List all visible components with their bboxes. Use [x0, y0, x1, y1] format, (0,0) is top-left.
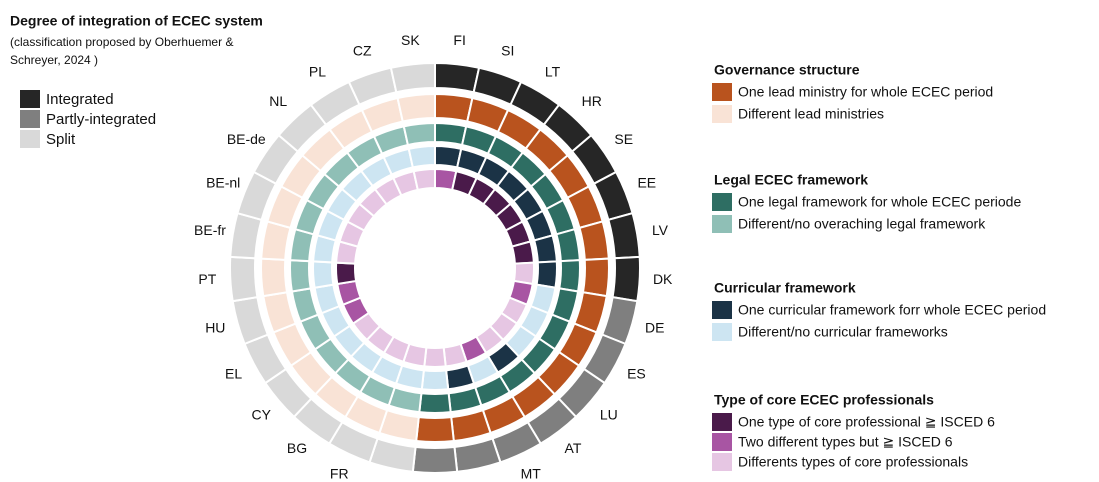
subtitle: (classification proposed by Oberhuemer & [10, 35, 233, 49]
legend-label: Two different types but ≧ ISCED 6 [738, 434, 953, 450]
legend-title: Type of core ECEC professionals [714, 392, 934, 408]
ring-segment [447, 386, 483, 414]
ring-segment [434, 121, 468, 147]
subtitle: Schreyer, 2024 ) [10, 53, 98, 67]
ring-segment [389, 61, 436, 94]
legend-title: Legal ECEC framework [714, 172, 868, 188]
ring-segment [558, 259, 581, 293]
legend-swatch [712, 301, 732, 319]
ring-segment [555, 227, 581, 263]
category-label: DK [653, 271, 673, 287]
ring-segment [262, 291, 297, 334]
legend-label: Split [46, 131, 76, 148]
category-label: FR [330, 466, 349, 482]
category-label: LV [652, 222, 669, 238]
category-label: BE-nl [206, 174, 240, 190]
ring-segment [412, 167, 436, 192]
category-label: SE [614, 131, 633, 147]
legend-swatch [712, 83, 732, 101]
category-label: LU [600, 406, 618, 422]
legend-label: Differents types of core professionals [738, 454, 968, 470]
category-label: BE-fr [194, 222, 226, 238]
ring-segment [229, 211, 263, 260]
category-label: CZ [353, 43, 372, 59]
legend-label: Partly-integrated [46, 111, 156, 128]
ring-segment [578, 220, 610, 261]
legend-label: Integrated [46, 91, 114, 108]
category-label: LT [545, 63, 561, 79]
category-label: MT [521, 466, 542, 482]
category-label: CY [252, 406, 272, 422]
legend-label: One legal framework for whole ECEC perio… [738, 194, 1021, 210]
ring-segment [418, 392, 452, 414]
ring-segment [581, 257, 610, 298]
legend-swatch [712, 323, 732, 341]
legend-swatch [712, 413, 732, 431]
ring-segment [445, 364, 476, 391]
ring-segment [396, 92, 436, 123]
category-label: ES [627, 366, 646, 382]
category-label: HR [582, 93, 602, 109]
category-label: AT [565, 440, 582, 456]
ring-segment [335, 261, 358, 286]
category-label: BE-de [227, 131, 266, 147]
legend-label: Different/no curricular frameworks [738, 324, 948, 340]
legend-swatch [20, 130, 40, 148]
ring-segment [290, 287, 320, 323]
ring-segment [312, 260, 335, 289]
ring-segment [411, 445, 459, 474]
chart-title: Degree of integration of ECEC system [10, 13, 263, 29]
legend-title: Governance structure [714, 62, 860, 78]
category-label: DE [645, 320, 664, 336]
ring-segment [453, 437, 502, 473]
legend-swatch [20, 110, 40, 128]
legend-swatch [712, 215, 732, 233]
ring-segment [611, 255, 641, 303]
category-label: PT [198, 271, 216, 287]
ring-segment [402, 121, 436, 147]
ring-segment [607, 211, 641, 260]
category-label: BG [287, 440, 307, 456]
legend-label: One type of core professional ≧ ISCED 6 [738, 414, 995, 430]
category-label: FI [453, 32, 465, 48]
legend-label: One curricular framework forr whole ECEC… [738, 302, 1046, 318]
ring-segment [289, 259, 312, 293]
ring-segment [423, 346, 447, 368]
ring-segment [434, 61, 481, 94]
ring-segment [260, 257, 289, 298]
ring-segment [407, 144, 436, 169]
legend-swatch [712, 105, 732, 123]
category-label: NL [269, 93, 287, 109]
ring-segment [434, 92, 474, 123]
ring-segment [535, 260, 558, 289]
category-label: EL [225, 366, 242, 382]
legend-title: Curricular framework [714, 280, 856, 296]
legend-label: Different lead ministries [738, 106, 884, 122]
ring-segment [450, 408, 492, 443]
category-label: HU [205, 320, 225, 336]
ring-segment [415, 416, 455, 443]
legend-swatch [712, 433, 732, 451]
ring-segment [533, 234, 558, 264]
category-label: EE [637, 174, 656, 190]
legend-swatch [712, 193, 732, 211]
legend-label: One lead ministry for whole ECEC period [738, 84, 993, 100]
category-label: SK [401, 32, 420, 48]
ring-segment [420, 369, 450, 391]
ring-segment [229, 255, 259, 303]
category-label: SI [501, 43, 514, 59]
ring-segment [231, 295, 270, 346]
legend-label: Different/no overaching legal framework [738, 216, 986, 232]
legend-swatch [712, 453, 732, 471]
ring-segment [510, 240, 535, 265]
category-label: PL [309, 63, 326, 79]
legend-swatch [20, 90, 40, 108]
